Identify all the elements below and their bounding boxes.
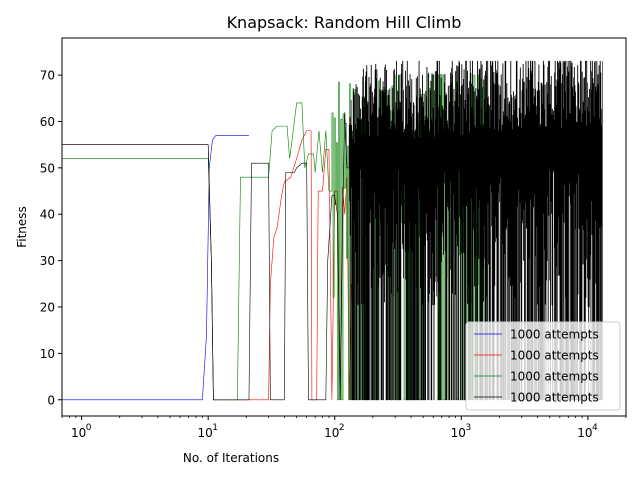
x-tick-label: 10 [71, 426, 86, 440]
y-tick-label: 70 [40, 69, 55, 83]
y-tick-label: 50 [40, 161, 55, 175]
y-tick-label: 10 [40, 347, 55, 361]
x-tick-exponent: 2 [339, 423, 345, 433]
y-tick-label: 30 [40, 254, 55, 268]
series-line-1 [62, 135, 249, 401]
chart-title: Knapsack: Random Hill Climb [227, 13, 462, 32]
legend-label-2: 1000 attempts [510, 349, 599, 363]
x-tick-label: 10 [577, 426, 592, 440]
x-tick-exponent: 3 [465, 423, 471, 433]
x-tick-exponent: 0 [86, 423, 92, 433]
y-tick-label: 0 [47, 393, 55, 407]
x-axis-label: No. of Iterations [183, 451, 279, 465]
plot-frame [61, 37, 627, 417]
x-tick-exponent: 4 [592, 423, 598, 433]
y-tick-label: 60 [40, 115, 55, 129]
legend-label-1: 1000 attempts [510, 328, 599, 342]
y-tick-label: 40 [40, 208, 55, 222]
y-axis-label: Fitness [15, 206, 29, 248]
legend-label-4: 1000 attempts [510, 391, 599, 405]
series-layer [62, 60, 603, 401]
x-tick-label: 10 [451, 426, 466, 440]
x-tick-label: 10 [324, 426, 339, 440]
series-line-4 [62, 60, 603, 401]
x-tick-exponent: 1 [212, 423, 218, 433]
y-tick-label: 20 [40, 301, 55, 315]
legend-box [465, 321, 621, 411]
legend-label-3: 1000 attempts [510, 370, 599, 384]
legend: 1000 attempts 1000 attempts 1000 attempts 1… [465, 321, 621, 411]
x-tick-label: 10 [198, 426, 213, 440]
